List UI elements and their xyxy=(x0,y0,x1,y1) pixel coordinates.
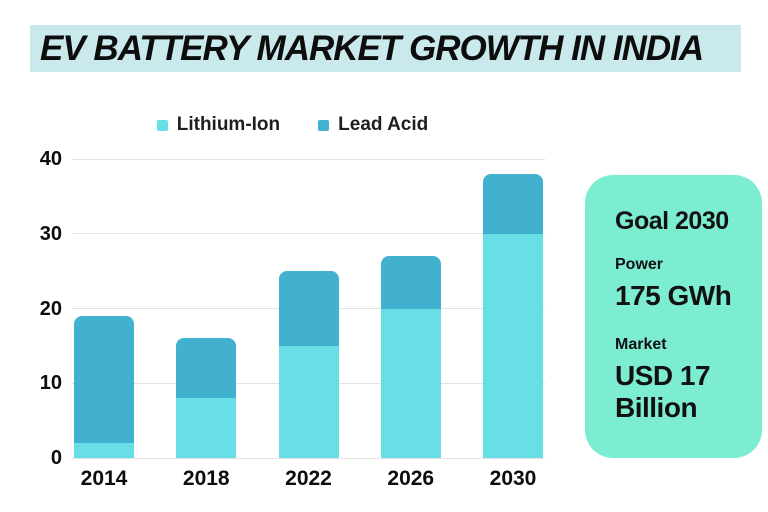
bar-2014-lithium-ion-segment xyxy=(74,443,134,458)
lead-acid-swatch-icon xyxy=(318,119,330,131)
x-axis-tick-2018: 2018 xyxy=(182,467,230,490)
bar-2030 xyxy=(483,173,543,458)
x-axis-tick-2030: 2030 xyxy=(489,467,537,490)
page-title: EV BATTERY MARKET GROWTH IN INDIA xyxy=(40,28,704,68)
x-axis-tick-2022: 2022 xyxy=(285,467,332,490)
market-label: Market xyxy=(615,336,667,354)
power-label: Power xyxy=(615,256,664,273)
plot-area: 0 10 20 30 40 2014 2018 2022 2026 2030 xyxy=(40,148,545,490)
gridline-y-40 xyxy=(72,158,545,160)
bar-2018-lithium-ion-segment xyxy=(176,398,237,458)
bar-2022-lithium-ion-segment xyxy=(278,345,339,458)
bar-2022-lead-acid-segment xyxy=(278,271,339,346)
bar-2030-lithium-ion-segment xyxy=(483,233,543,458)
legend-label-lead-acid: Lead Acid xyxy=(338,114,429,135)
goal-panel: Goal 2030 Power 175 GWh Market USD 17 Bi… xyxy=(585,175,762,458)
y-axis-tick-20: 20 xyxy=(39,297,62,320)
bar-2026 xyxy=(380,256,441,458)
gridline-y-0 xyxy=(72,457,545,459)
lithium-ion-swatch-icon xyxy=(156,119,168,131)
bar-2026-lead-acid-segment xyxy=(380,256,441,309)
title-banner: EV BATTERY MARKET GROWTH IN INDIA xyxy=(30,25,741,72)
y-axis-tick-0: 0 xyxy=(50,447,62,469)
bar-2018-lead-acid-segment xyxy=(176,338,237,399)
y-axis-tick-10: 10 xyxy=(39,372,62,395)
power-value: 175 GWh xyxy=(615,280,732,311)
gridline-y-30 xyxy=(72,233,545,235)
bar-2030-lead-acid-segment xyxy=(483,173,543,234)
goal-panel-heading: Goal 2030 xyxy=(615,207,729,235)
y-axis-tick-40: 40 xyxy=(39,148,62,170)
bar-2026-lithium-ion-segment xyxy=(380,308,441,458)
bar-2014-lead-acid-segment xyxy=(74,316,134,444)
bar-2018 xyxy=(176,338,237,458)
x-axis-tick-2014: 2014 xyxy=(80,467,128,490)
legend-item-lead-acid: Lead Acid xyxy=(318,114,428,136)
chart-legend: Lithium-Ion Lead Acid xyxy=(0,112,585,138)
legend-item-lithium-ion: Lithium-Ion xyxy=(156,114,281,136)
market-value: USD 17 Billion xyxy=(615,360,711,424)
bar-2022 xyxy=(278,271,339,458)
legend-label-lithium-ion: Lithium-Ion xyxy=(176,114,281,135)
bar-2014 xyxy=(74,316,134,458)
y-axis-tick-30: 30 xyxy=(39,222,62,245)
x-axis-tick-2026: 2026 xyxy=(387,467,435,490)
